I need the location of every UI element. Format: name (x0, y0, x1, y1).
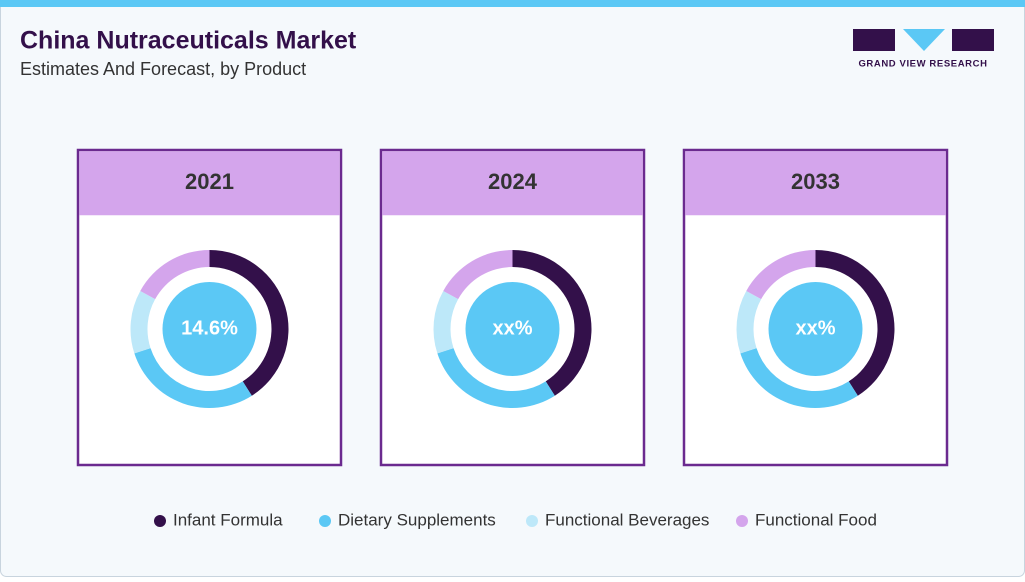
donut-segment (443, 250, 513, 300)
donut-segment (512, 250, 592, 396)
card-title: 2024 (488, 169, 538, 194)
legend-label: Dietary Supplements (338, 510, 496, 529)
legend-marker (526, 515, 538, 527)
card-title: 2021 (185, 169, 234, 194)
donut-segment (740, 348, 858, 409)
donut-segment (130, 290, 156, 354)
legend-marker (319, 515, 331, 527)
title: China Nutraceuticals Market (20, 27, 357, 55)
center-circle (768, 282, 863, 376)
logo-text: GRAND VIEW RESEARCH (858, 59, 987, 70)
center-label: xx% (492, 317, 532, 339)
card-header (382, 151, 643, 216)
card-header (79, 151, 340, 216)
donut-segment (437, 348, 555, 409)
subtitle: Estimates And Forecast, by Product (20, 59, 306, 79)
donut-segment (746, 250, 816, 300)
donut-segment (209, 250, 289, 396)
donut-segment (433, 290, 459, 354)
center-circle (162, 282, 257, 376)
legend-label: Functional Beverages (545, 510, 709, 529)
donut-segment (134, 348, 252, 408)
legend-marker (154, 515, 166, 527)
center-circle (465, 282, 560, 376)
donut-segment (736, 290, 762, 354)
legend-label: Infant Formula (173, 510, 283, 529)
top-bar (0, 0, 1025, 7)
donut-segment (815, 250, 895, 396)
legend-label: Functional Food (755, 510, 877, 529)
logo: GRAND VIEW RESEARCH (853, 29, 994, 70)
legend-marker (736, 515, 748, 527)
card-title: 2033 (791, 169, 840, 194)
center-label: xx% (795, 317, 835, 339)
center-label: 14.6% (181, 317, 238, 339)
donut-segment (140, 250, 210, 300)
card-header (685, 151, 946, 216)
